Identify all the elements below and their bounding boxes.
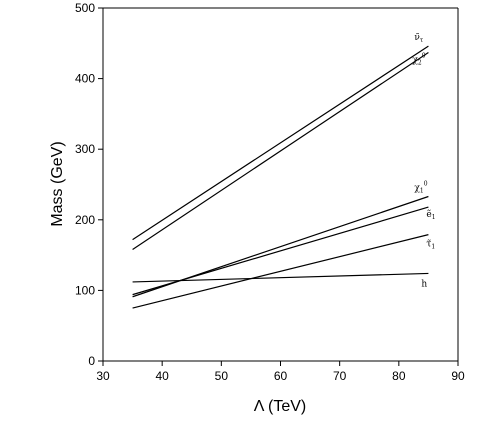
- y-tick-label: 0: [88, 354, 95, 368]
- series-label: h: [421, 279, 427, 289]
- x-axis-title: Λ (TeV): [254, 398, 306, 415]
- x-ticks: 30 40 50 60 70 80 90: [96, 361, 465, 383]
- series-label: ν̃τ: [414, 32, 423, 44]
- y-ticks: 0 100 200 300 400 500: [75, 1, 103, 368]
- x-tick-label: 90: [451, 369, 465, 383]
- series-line: [132, 234, 429, 309]
- series-line: [132, 272, 429, 283]
- series-label: χ20: [412, 52, 425, 66]
- x-tick-label: 40: [155, 369, 169, 383]
- series-label: χ10: [414, 181, 427, 195]
- y-axis-title: Mass (GeV): [49, 141, 66, 226]
- series-lines: [132, 45, 429, 309]
- series-line: [132, 45, 429, 241]
- y-tick-label: 300: [75, 142, 95, 156]
- series-label: ẽ1: [426, 209, 435, 221]
- y-tick-label: 100: [75, 283, 95, 297]
- series-label: τ̃1: [426, 239, 435, 251]
- y-tick-label: 200: [75, 213, 95, 227]
- y-tick-label: 500: [75, 1, 95, 15]
- series-line: [132, 51, 429, 250]
- x-tick-label: 60: [274, 369, 288, 383]
- x-tick-label: 70: [333, 369, 347, 383]
- x-tick-label: 80: [392, 369, 406, 383]
- series-labels: ν̃τ χ20 χ10 ẽ1 τ̃1 h: [412, 32, 435, 289]
- x-tick-label: 30: [96, 369, 110, 383]
- y-tick-label: 400: [75, 72, 95, 86]
- x-tick-label: 50: [215, 369, 229, 383]
